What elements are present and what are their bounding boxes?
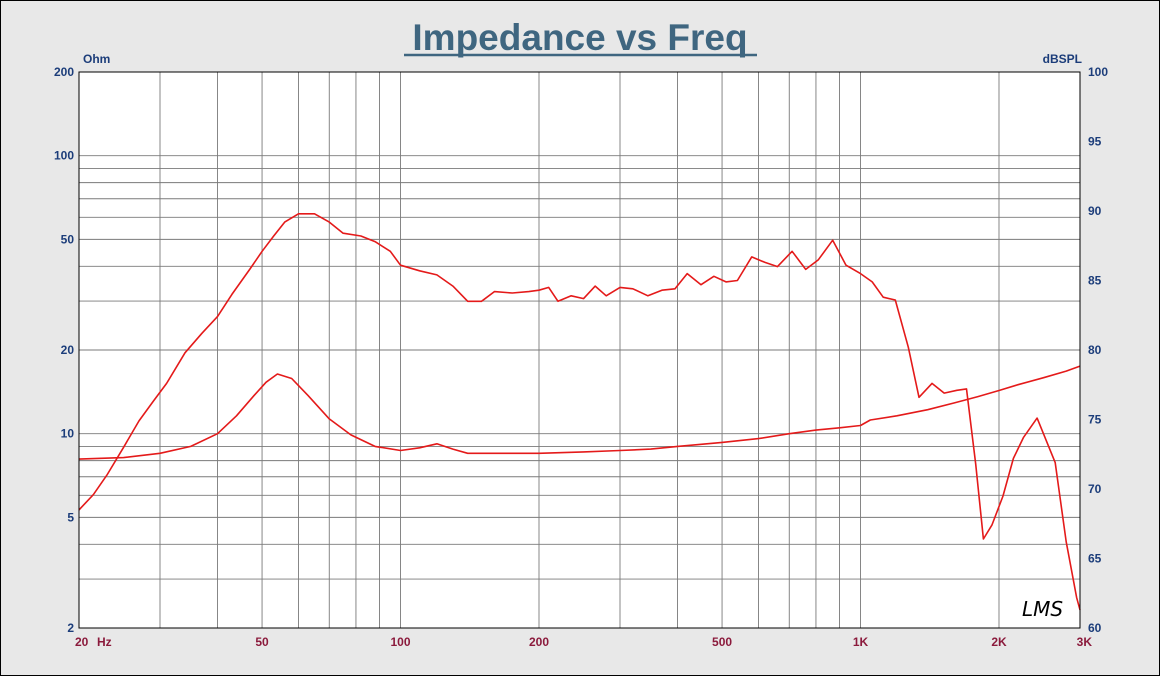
tick-labels: 200 100 50 20 10 5 2 100 95 90 85 80 75 70 65 60 20 50 100… [54,65,1108,649]
y-left-tick-label: 5 [67,510,74,524]
y-left-tick-label: 50 [61,232,75,246]
y-right-tick-label: 100 [1088,65,1108,79]
x-tick-label: 3K [1077,635,1093,649]
x-tick-label: 1K [853,635,869,649]
y-right-tick-label: 75 [1088,413,1102,427]
y-right-tick-label: 90 [1088,204,1102,218]
x-tick-label: 500 [712,635,732,649]
y-left-tick-label: 20 [61,343,75,357]
impedance-curve [78,365,1081,460]
chart-title: Impedance vs Freq [412,17,747,58]
y-right-tick-label: 95 [1088,135,1102,149]
left-axis-unit: Ohm [83,52,110,66]
lms-watermark: LMS [1022,597,1063,621]
y-left-tick-label: 2 [67,621,74,635]
y-left-tick-label: 100 [54,149,74,163]
x-axis-unit: Hz [97,635,112,649]
x-tick-label: 20 [75,635,89,649]
x-tick-label: 200 [529,635,549,649]
spl-curve [78,213,1081,611]
grid-lines [79,72,1080,628]
y-right-tick-label: 80 [1088,343,1102,357]
y-right-tick-label: 85 [1088,274,1102,288]
right-axis-unit: dBSPL [1043,52,1082,66]
y-right-tick-label: 65 [1088,552,1102,566]
y-right-tick-label: 60 [1088,621,1102,635]
curves [78,71,1081,629]
y-right-tick-label: 70 [1088,482,1102,496]
y-left-tick-label: 10 [61,427,75,441]
plot-border [78,71,1081,629]
x-tick-label: 100 [391,635,411,649]
x-tick-label: 2K [991,635,1007,649]
y-left-tick-label: 200 [54,65,74,79]
x-tick-label: 50 [255,635,269,649]
